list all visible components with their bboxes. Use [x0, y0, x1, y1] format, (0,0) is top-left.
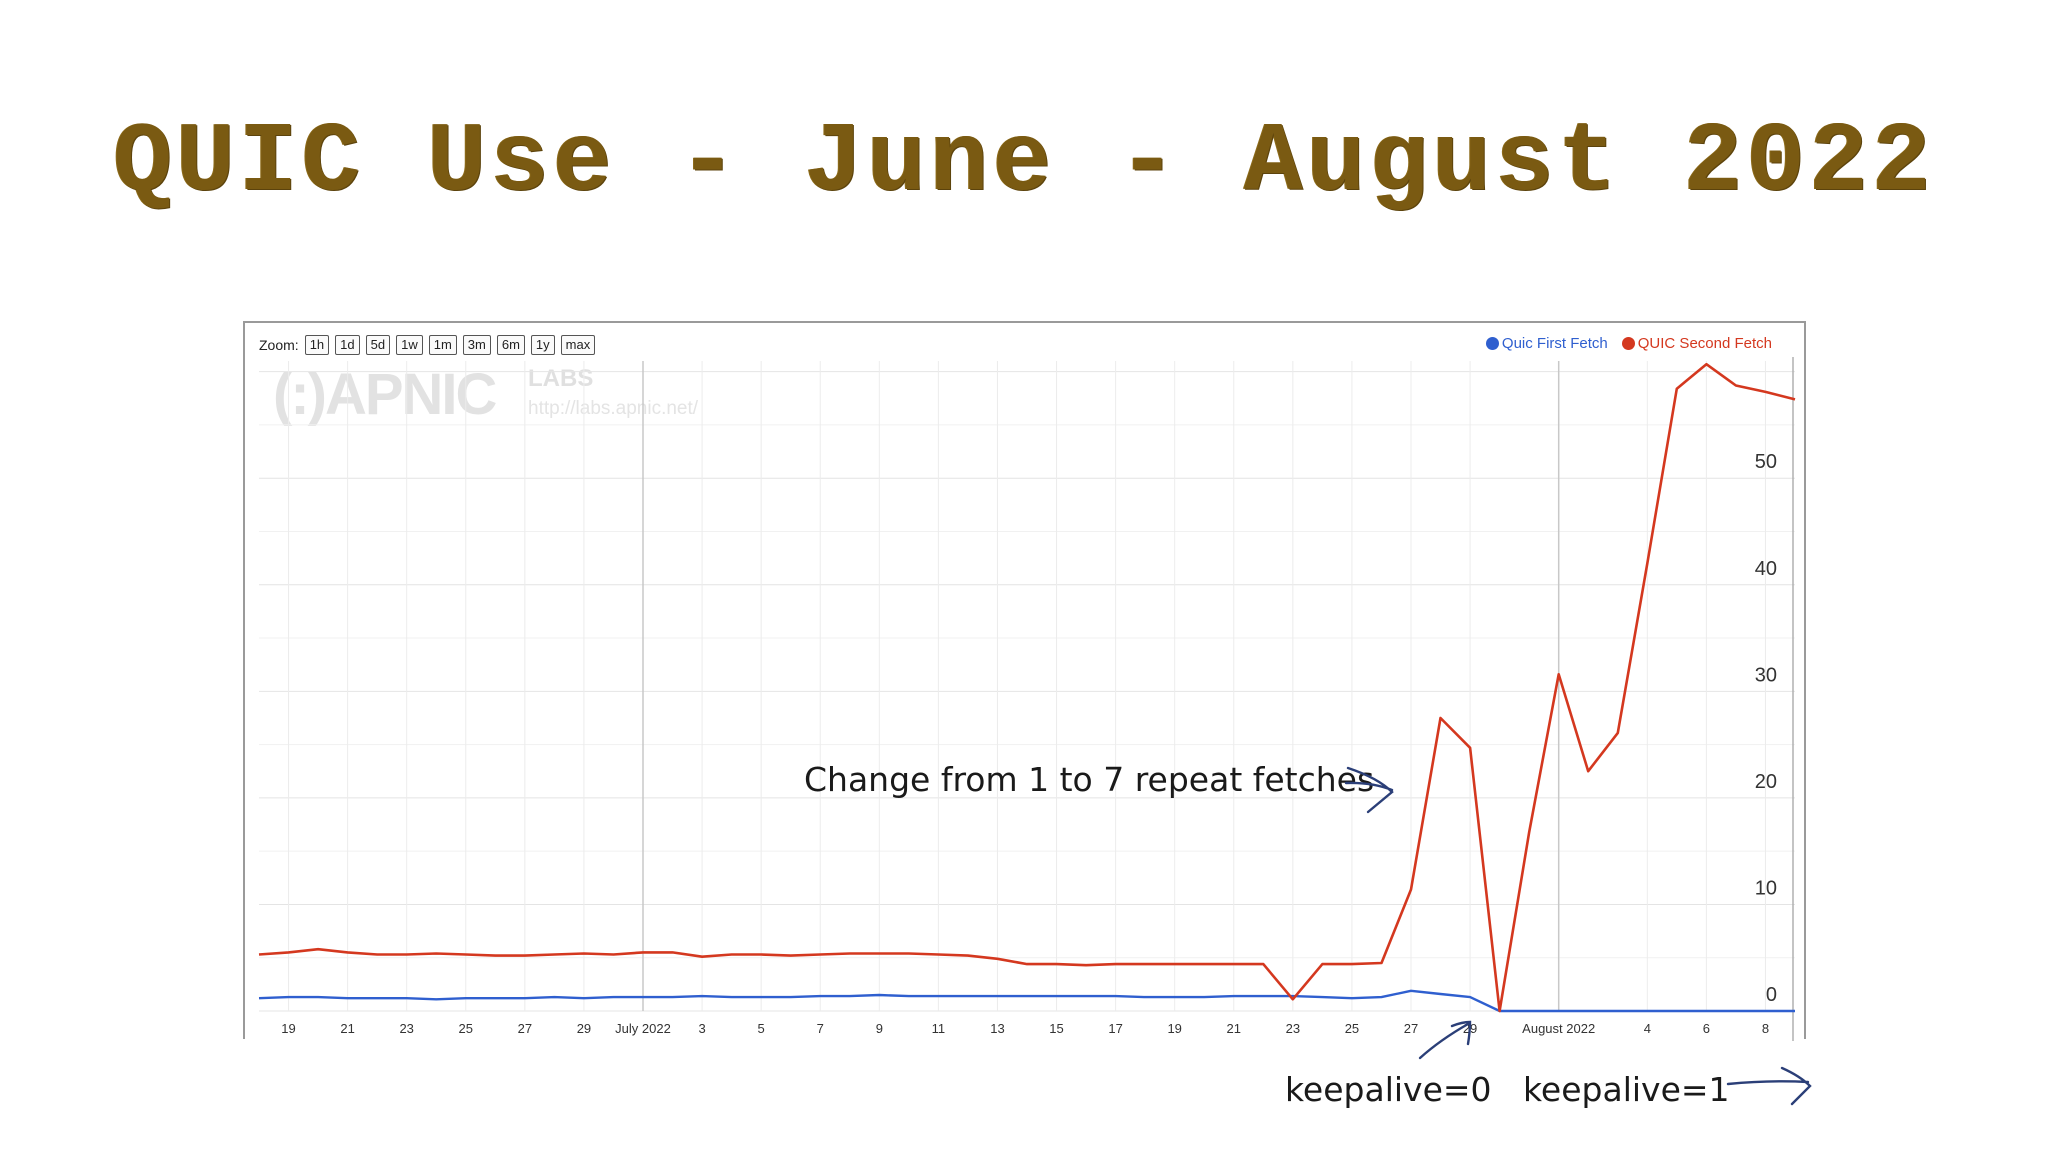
- x-tick-label: 19: [1167, 1021, 1181, 1036]
- y-tick-label: 30: [1755, 664, 1777, 686]
- legend-item-first-fetch[interactable]: Quic First Fetch: [1485, 335, 1608, 352]
- x-tick-label: 19: [281, 1021, 295, 1036]
- y-tick-label: 0: [1766, 984, 1777, 1006]
- x-tick-label: 23: [1286, 1021, 1300, 1036]
- y-tick-label: 50: [1755, 451, 1777, 473]
- legend-label-second: QUIC Second Fetch: [1637, 335, 1772, 352]
- legend-item-second-fetch[interactable]: QUIC Second Fetch: [1621, 335, 1772, 352]
- x-tick-label: 8: [1762, 1021, 1769, 1036]
- annotation-keepalive0: keepalive=0: [1285, 1070, 1492, 1109]
- x-tick-label: 25: [1345, 1021, 1359, 1036]
- annotation-change-text: Change from 1 to 7 repeat fetches: [804, 760, 1375, 799]
- x-tick-label: 25: [459, 1021, 473, 1036]
- legend-dot-second: [1621, 337, 1635, 350]
- x-tick-label: 29: [577, 1021, 591, 1036]
- x-tick-label: 11: [932, 1021, 946, 1036]
- x-tick-label: 7: [817, 1021, 824, 1036]
- watermark-labs: LABS: [528, 365, 594, 392]
- legend-dot-first: [1485, 337, 1499, 350]
- annotation-keepalive1: keepalive=1: [1523, 1070, 1730, 1109]
- x-tick-label: 13: [990, 1021, 1004, 1036]
- x-tick-label: July 2022: [615, 1021, 671, 1036]
- x-tick-label: 17: [1108, 1021, 1122, 1036]
- zoom-5d-button[interactable]: 5d: [365, 335, 391, 355]
- watermark-url: http://labs.apnic.net/: [528, 398, 699, 419]
- zoom-max-button[interactable]: max: [560, 335, 596, 355]
- zoom-label: Zoom:: [259, 337, 299, 353]
- zoom-1y-button[interactable]: 1y: [530, 335, 555, 355]
- x-tick-label: 4: [1644, 1021, 1651, 1036]
- x-tick-label: 3: [698, 1021, 705, 1036]
- series-line-first-fetch: [258, 989, 1795, 1013]
- zoom-1d-button[interactable]: 1d: [335, 335, 360, 355]
- x-tick-label: 21: [340, 1021, 354, 1036]
- x-tick-label: 21: [1227, 1021, 1241, 1036]
- zoom-6m-button[interactable]: 6m: [496, 335, 525, 355]
- y-tick-label: 20: [1755, 771, 1777, 793]
- x-tick-label: August 2022: [1522, 1021, 1595, 1036]
- series-line-second-fetch: [258, 362, 1796, 1013]
- x-tick-label: 5: [758, 1021, 765, 1036]
- chart-grid: [259, 357, 1795, 1041]
- zoom-1m-button[interactable]: 1m: [428, 335, 457, 355]
- arrow-keepalive1-icon: [1726, 1066, 1812, 1106]
- x-tick-label: 27: [1404, 1021, 1418, 1036]
- x-tick-label: 23: [399, 1021, 413, 1036]
- chart-legend: Quic First Fetch QUIC Second Fetch: [1485, 335, 1772, 352]
- zoom-1h-button[interactable]: 1h: [304, 335, 330, 355]
- x-tick-label: 29: [1463, 1021, 1477, 1036]
- chart-ticks: 0 10 20 30 40 50 19 21 23 25 27 29 July 2022 3 5 7 9 11 13…: [281, 451, 1777, 1036]
- zoom-1w-button[interactable]: 1w: [396, 335, 423, 355]
- x-tick-label: 9: [876, 1021, 883, 1036]
- apnic-watermark: (:)APNIC: [273, 362, 497, 427]
- x-tick-label: 15: [1049, 1021, 1063, 1036]
- chart-panel: (:)APNIC LABS http://labs.apnic.net/ 0 10…: [243, 321, 1806, 1041]
- line-chart: 0 10 20 30 40 50 19 21 23 25 27 29 July 2022 3 5 7 9 11 13…: [258, 357, 1796, 1041]
- chart-series: [258, 362, 1796, 1013]
- y-tick-label: 10: [1755, 877, 1777, 899]
- zoom-bar: Zoom: 1h 1d 5d 1w 1m 3m 6m 1y max: [259, 335, 596, 355]
- x-tick-label: 6: [1703, 1021, 1710, 1036]
- zoom-3m-button[interactable]: 3m: [462, 335, 491, 355]
- legend-label-first: Quic First Fetch: [1501, 335, 1608, 352]
- y-tick-label: 40: [1755, 558, 1777, 580]
- x-tick-label: 27: [518, 1021, 532, 1036]
- slide-title: QUIC Use - June - August 2022: [113, 108, 1935, 219]
